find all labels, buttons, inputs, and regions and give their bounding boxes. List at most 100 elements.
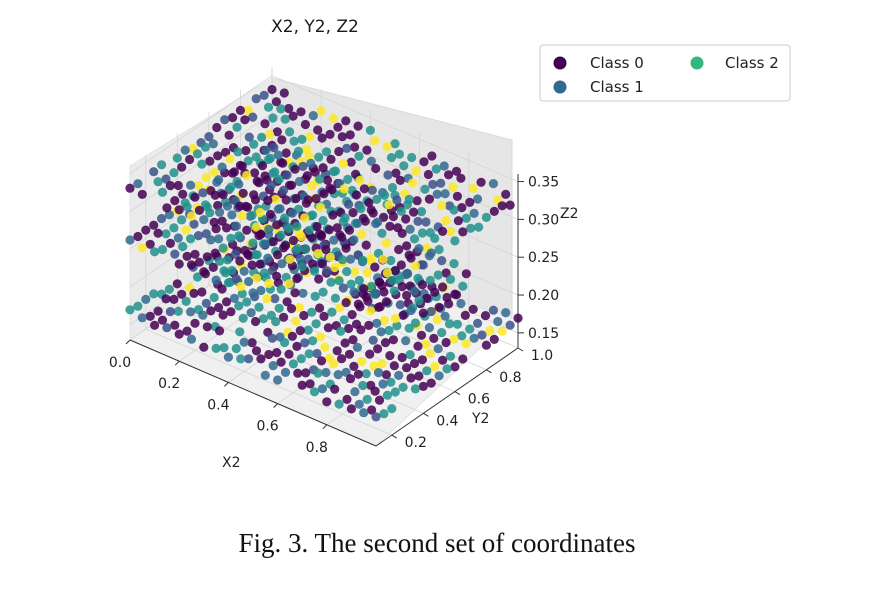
data-point [290,288,300,298]
data-point [198,310,208,320]
data-point [315,174,325,184]
data-point [429,333,439,343]
data-point [243,249,253,259]
data-point [189,288,199,298]
legend-label-class-0: Class 0 [590,54,644,72]
data-point [366,253,376,263]
data-point [125,235,135,245]
y-tick-mark [517,347,524,352]
data-point [395,300,405,310]
data-point [186,260,197,270]
data-point [218,310,228,320]
data-point [295,326,305,336]
data-point [465,324,475,334]
data-point [220,115,230,125]
data-point [373,368,384,378]
data-point [324,225,334,235]
data-point [287,208,297,218]
data-point [164,210,174,220]
data-point [312,222,322,232]
data-point [406,305,416,316]
data-point [379,409,389,419]
grid-line-y [145,155,392,436]
data-point [444,319,455,329]
data-point [404,323,414,333]
data-point [418,260,428,270]
x-tick-mark [174,360,180,366]
data-point [411,166,421,176]
data-point [201,172,211,182]
data-point [372,194,382,204]
data-point [382,390,392,400]
data-point [441,337,451,348]
data-point [361,292,371,302]
data-point [268,237,278,247]
data-point [173,180,183,191]
data-point [307,232,317,243]
data-point [381,238,391,248]
data-point [297,262,307,272]
data-point [338,283,348,293]
data-point [395,175,405,185]
data-point [237,289,247,299]
data-point [316,106,326,116]
data-point [457,331,467,341]
data-point [133,179,143,189]
data-point [243,105,253,115]
data-point [199,215,209,225]
data-point [276,284,286,294]
x-tick-mark [322,424,328,430]
data-point [354,151,364,161]
data-point [165,238,175,248]
data-point [414,244,424,254]
data-point [280,241,291,251]
data-point [452,191,462,201]
data-point [164,284,174,294]
data-point [327,307,337,317]
data-point [250,195,261,205]
data-point [133,231,143,242]
data-point [366,156,376,166]
data-point [335,303,345,313]
data-point [397,282,407,292]
data-point [501,308,511,318]
data-point [374,277,385,287]
data-point [236,281,246,292]
data-point [440,311,450,321]
data-point [227,265,237,276]
data-point [301,244,311,254]
data-point [425,348,435,358]
data-point [258,314,268,324]
data-point [396,206,406,216]
data-point [221,223,232,233]
data-point [229,167,239,177]
y-tick-mark [423,412,429,417]
data-point [458,354,468,364]
data-point [376,327,386,337]
data-point [222,255,233,265]
data-point [424,323,434,333]
data-point [172,153,182,163]
data-point [359,408,369,418]
data-point [442,292,452,303]
data-point [314,274,324,284]
data-point [346,157,356,167]
data-point [284,279,294,289]
data-point [458,281,468,291]
data-point [133,301,143,311]
y-tick-label: 1.0 [531,348,553,364]
data-point [328,113,339,123]
data-point [182,326,192,336]
data-point [440,189,450,199]
data-point [460,310,470,320]
data-point [239,266,249,276]
data-point [384,325,394,336]
data-point [342,143,352,153]
data-point [226,233,236,243]
data-point [194,205,204,215]
data-point [322,175,333,185]
data-point [162,323,172,333]
data-point [276,104,286,114]
data-point [226,307,236,317]
data-point [370,136,380,146]
